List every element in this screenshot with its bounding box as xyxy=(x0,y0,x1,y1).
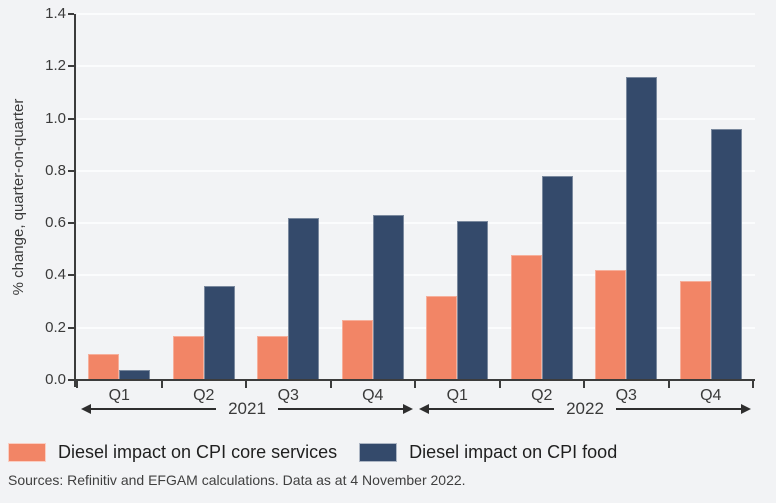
y-tick-label: 1.4 xyxy=(45,5,66,22)
y-axis-title: % change, quarter-on-quarter xyxy=(10,98,27,296)
bar-food-Q1-2021 xyxy=(119,369,151,380)
bar-core-services-Q1-2022 xyxy=(426,296,458,380)
bar-food-Q4-2021 xyxy=(372,215,404,380)
year-span-2022: 2022 xyxy=(419,399,752,419)
x-tick-mark xyxy=(245,381,247,388)
bar-food-Q3-2022 xyxy=(626,76,658,380)
gridline xyxy=(77,117,755,120)
legend: Diesel impact on CPI core services Diese… xyxy=(8,441,617,463)
x-tick-mark xyxy=(329,381,332,388)
x-tick-mark xyxy=(667,381,670,388)
x-category-label: Q4 xyxy=(362,387,384,404)
legend-label-food: Diesel impact on CPI food xyxy=(409,442,618,462)
x-category-label: Q2 xyxy=(531,387,553,404)
gridline xyxy=(77,13,755,15)
y-tick-mark xyxy=(68,379,74,381)
x-tick-mark xyxy=(752,381,754,388)
source-note: Sources: Refinitiv and EFGAM calculation… xyxy=(8,472,466,488)
bar-core-services-Q4-2021 xyxy=(341,319,373,380)
x-category-label: Q1 xyxy=(446,387,468,404)
y-tick-label: 0.6 xyxy=(45,214,66,232)
x-tick-mark xyxy=(76,381,78,388)
bar-core-services-Q1-2021 xyxy=(88,353,120,380)
y-tick-label: 1.0 xyxy=(45,109,66,127)
year-label-2022: 2022 xyxy=(566,399,604,418)
bar-food-Q3-2021 xyxy=(288,217,320,380)
y-tick-label: 1.2 xyxy=(45,57,66,75)
year-label-2021: 2021 xyxy=(228,399,266,418)
x-category-label: Q3 xyxy=(277,387,299,404)
legend-item-food: Diesel impact on CPI food xyxy=(359,441,617,463)
legend-swatch-core-services xyxy=(8,442,46,462)
gridline xyxy=(77,169,755,172)
arrow-left-icon xyxy=(81,404,91,414)
x-tick-mark xyxy=(414,381,416,388)
arrow-left-icon xyxy=(419,404,429,414)
x-category-label: Q1 xyxy=(108,387,130,404)
bar-core-services-Q2-2021 xyxy=(172,335,204,380)
legend-label-core-services: Diesel impact on CPI core services xyxy=(58,442,338,462)
y-tick-label: 0.8 xyxy=(45,161,66,179)
bar-food-Q1-2022 xyxy=(457,220,489,380)
bar-core-services-Q3-2021 xyxy=(257,335,289,380)
y-tick-mark xyxy=(68,326,74,329)
x-category-label: Q3 xyxy=(615,387,637,404)
x-tick-mark xyxy=(160,381,163,388)
arrow-right-icon xyxy=(741,404,752,414)
bar-core-services-Q3-2022 xyxy=(595,270,627,380)
bar-food-Q4-2022 xyxy=(710,129,742,380)
x-category-label: Q2 xyxy=(193,387,215,404)
y-tick-label: 0.2 xyxy=(45,318,66,336)
y-axis-line xyxy=(74,14,76,387)
legend-swatch-food xyxy=(359,442,398,462)
y-tick-mark xyxy=(68,117,74,120)
gridline xyxy=(77,326,755,329)
bar-food-Q2-2022 xyxy=(541,176,573,380)
year-span-2021: 2021 xyxy=(81,399,414,419)
y-tick-mark xyxy=(68,13,74,15)
arrow-right-icon xyxy=(403,404,414,414)
gridline xyxy=(77,274,755,277)
y-tick-label: 0.0 xyxy=(45,371,66,388)
y-tick-mark xyxy=(68,65,74,68)
x-axis-line xyxy=(74,379,755,381)
gridline xyxy=(77,222,755,225)
y-tick-mark xyxy=(68,169,74,172)
x-category-label: Q4 xyxy=(700,387,722,404)
gridline xyxy=(77,65,755,68)
y-tick-mark xyxy=(68,222,74,225)
bar-food-Q2-2021 xyxy=(203,285,235,380)
x-tick-mark xyxy=(583,381,585,388)
legend-item-core-services: Diesel impact on CPI core services xyxy=(8,441,337,463)
bar-core-services-Q4-2022 xyxy=(679,280,711,380)
plot-area: Q1 Q2 Q3 Q4 Q1 Q2 Q3 Q4 xyxy=(76,13,755,404)
y-tick-label: 0.4 xyxy=(45,266,66,284)
bar-core-services-Q2-2022 xyxy=(510,254,542,380)
y-tick-mark xyxy=(68,274,74,277)
x-tick-mark xyxy=(498,381,501,388)
